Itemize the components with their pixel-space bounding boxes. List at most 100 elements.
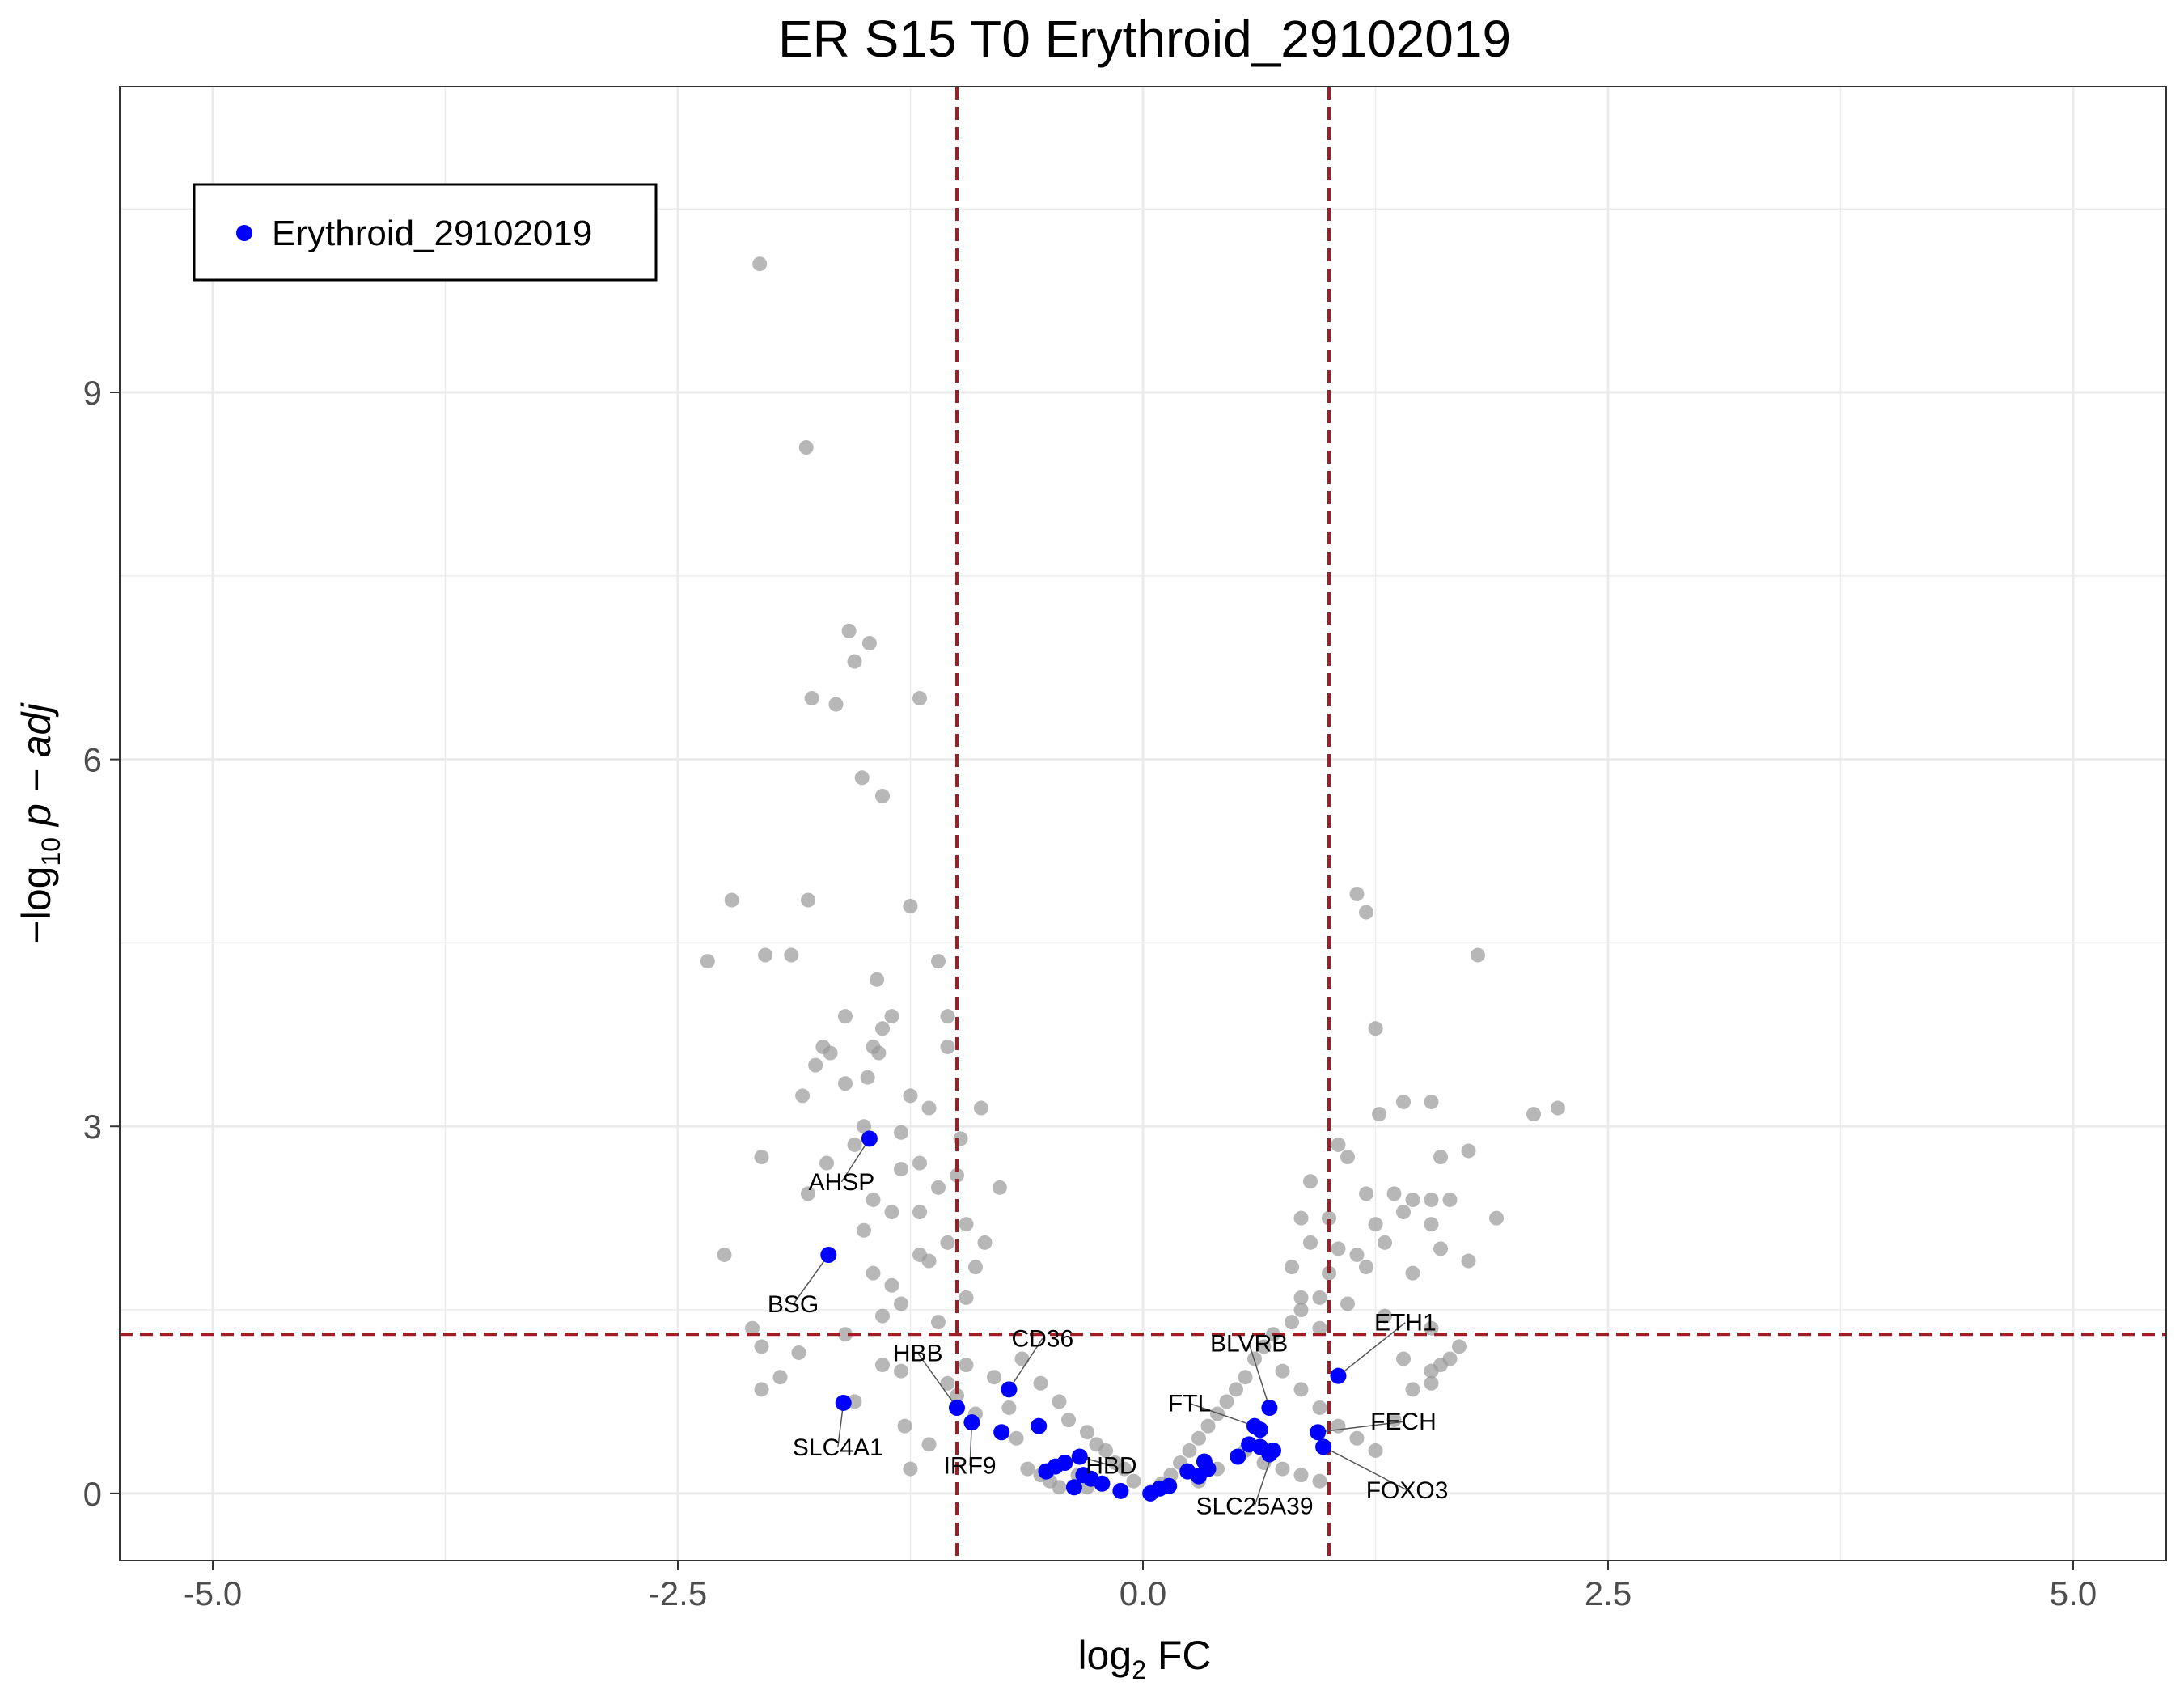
gene-point — [838, 1327, 853, 1342]
gene-point — [854, 770, 870, 786]
highlighted-gene-point — [949, 1399, 965, 1416]
gene-point — [1275, 1461, 1290, 1477]
gene-point — [959, 1290, 974, 1305]
gene-point — [1349, 1430, 1365, 1446]
gene-label: FTL — [1168, 1391, 1211, 1417]
gene-point — [1293, 1210, 1309, 1226]
gene-point — [940, 1375, 955, 1391]
gene-point — [801, 1186, 815, 1201]
gene-point — [1461, 1143, 1476, 1159]
gene-point — [804, 691, 819, 706]
gene-point — [1009, 1430, 1024, 1446]
gene-point — [940, 1235, 955, 1250]
gene-point — [1461, 1253, 1476, 1269]
y-axis-label: −log10 p − adj — [14, 702, 66, 944]
highlighted-gene-point — [1071, 1448, 1088, 1465]
gene-point — [866, 1192, 881, 1207]
gene-point — [1372, 1107, 1387, 1122]
gene-point — [1378, 1308, 1392, 1324]
gene-point — [861, 635, 877, 650]
x-axis-label-suffix: FC — [1146, 1633, 1212, 1678]
gene-point — [1210, 1406, 1225, 1421]
gene-point — [866, 1265, 881, 1281]
x-tick-label: 2.5 — [1585, 1574, 1632, 1612]
highlighted-gene-point — [1261, 1399, 1278, 1416]
gene-point — [1331, 1241, 1346, 1256]
gene-label-connector — [1323, 1446, 1407, 1491]
gene-point — [931, 1315, 946, 1330]
gene-point — [1191, 1430, 1206, 1446]
gene-point — [1424, 1094, 1439, 1109]
gene-point — [857, 1119, 871, 1134]
gene-point — [1322, 1210, 1336, 1226]
gene-point — [1238, 1370, 1253, 1385]
gene-point — [1396, 1205, 1411, 1220]
highlighted-gene-point — [1161, 1477, 1178, 1494]
gene-point — [1424, 1320, 1439, 1336]
gene-point — [801, 892, 815, 908]
highlighted-gene-point — [1065, 1479, 1082, 1496]
gene-point — [1340, 1150, 1355, 1165]
gene-point — [1433, 1358, 1448, 1373]
gene-point — [1424, 1217, 1439, 1232]
gene-label-connector — [917, 1353, 958, 1409]
gene-point — [1396, 1094, 1411, 1109]
gene-point — [808, 1057, 823, 1073]
gene-point — [1256, 1339, 1272, 1354]
gene-label: HBB — [893, 1341, 943, 1367]
gene-point — [931, 1180, 946, 1195]
gene-point — [828, 697, 844, 712]
gene-label: ETH1 — [1374, 1310, 1437, 1337]
gene-label-connector — [792, 1254, 829, 1305]
gene-point — [1219, 1394, 1234, 1409]
legend-marker — [236, 225, 252, 241]
gene-point — [1526, 1107, 1541, 1122]
gene-point — [754, 1339, 769, 1354]
gene-point — [987, 1370, 1001, 1385]
highlighted-points — [820, 1130, 1347, 1502]
gene-label-connector — [1318, 1421, 1404, 1433]
chart-title: ER S15 T0 Erythroid_29102019 — [778, 10, 1511, 68]
highlighted-gene-point — [1230, 1448, 1246, 1465]
gene-point — [1349, 1247, 1365, 1262]
gene-point — [884, 1009, 899, 1024]
gene-point — [1293, 1303, 1309, 1318]
gene-point — [897, 1418, 912, 1434]
gene-point — [912, 691, 927, 706]
gene-point — [1052, 1394, 1067, 1409]
gene-point — [921, 1100, 937, 1116]
gene-label: HBD — [1086, 1453, 1136, 1480]
gene-point — [1293, 1468, 1309, 1483]
gene-point — [992, 1180, 1007, 1195]
gene-point — [860, 1070, 875, 1085]
gene-point — [1098, 1443, 1113, 1458]
gene-point — [921, 1437, 937, 1452]
gene-point — [1405, 1192, 1420, 1207]
highlighted-gene-point — [993, 1424, 1010, 1441]
gene-label: SLC25A39 — [1196, 1494, 1313, 1520]
gene-point — [838, 1009, 853, 1024]
x-axis: -5.0 -2.5 0.0 2.5 5.0 — [184, 1561, 2097, 1612]
y-tick-label: 3 — [83, 1108, 102, 1146]
gene-point — [819, 1155, 834, 1171]
highlighted-gene-point — [1330, 1367, 1347, 1384]
gene-point — [1285, 1315, 1299, 1330]
x-axis-label-prefix: log — [1077, 1633, 1132, 1678]
x-tick-label: -5.0 — [184, 1574, 242, 1612]
y-tick-label: 6 — [83, 741, 102, 779]
gene-label-connector — [1338, 1322, 1406, 1377]
highlighted-gene-point — [1251, 1421, 1268, 1438]
gene-point — [894, 1125, 908, 1140]
gene-point — [1033, 1375, 1048, 1391]
gene-point — [1331, 1137, 1346, 1152]
highlighted-gene-point — [1310, 1424, 1327, 1441]
gene-point — [977, 1235, 993, 1250]
gene-point — [1368, 1021, 1383, 1036]
threshold-lines — [120, 87, 2166, 1561]
highlighted-gene-point — [861, 1130, 878, 1147]
gene-point — [912, 1205, 927, 1220]
gene-point — [950, 1167, 964, 1183]
highlighted-gene-point — [1200, 1460, 1217, 1477]
gene-point — [1424, 1375, 1439, 1391]
